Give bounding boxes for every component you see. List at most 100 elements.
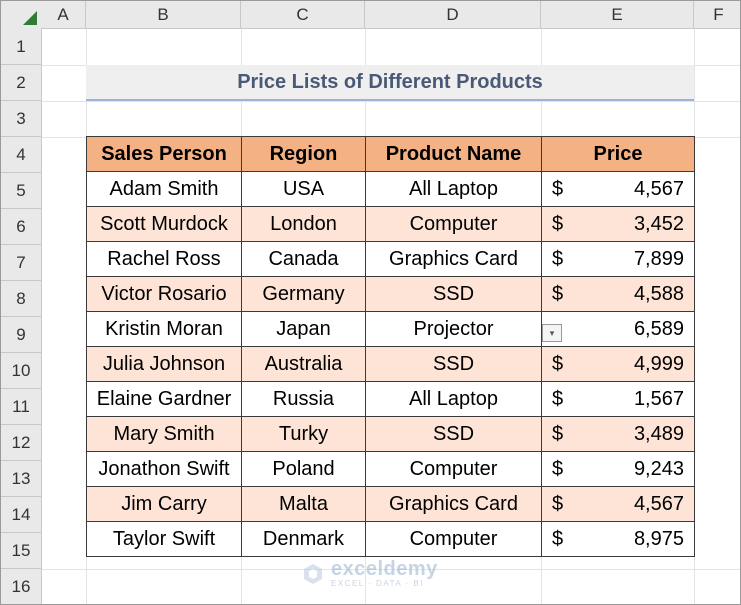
cell-price[interactable]: $1,567: [541, 381, 695, 417]
watermark-tagline: EXCEL · DATA · BI: [331, 579, 424, 588]
price-amount: 4,999: [633, 353, 684, 375]
header-sales-person[interactable]: Sales Person: [86, 136, 242, 172]
table-row: Kristin Moran Japan Projector ▾ 6,589: [86, 311, 695, 347]
cell-price[interactable]: $3,452: [541, 206, 695, 242]
row-header-12[interactable]: 12: [1, 425, 42, 461]
column-header-e[interactable]: E: [541, 1, 694, 29]
cell-product[interactable]: Graphics Card: [365, 241, 542, 277]
cell-region[interactable]: Germany: [241, 276, 366, 312]
row-header-14[interactable]: 14: [1, 497, 42, 533]
price-amount: 6,589: [633, 318, 684, 340]
cell-region[interactable]: Turky: [241, 416, 366, 452]
table-row: Taylor Swift Denmark Computer $8,975: [86, 521, 695, 557]
cell-person[interactable]: Kristin Moran: [86, 311, 242, 347]
row-header-10[interactable]: 10: [1, 353, 42, 389]
column-header-c[interactable]: C: [241, 1, 365, 29]
row-header-13[interactable]: 13: [1, 461, 42, 497]
paste-options-icon[interactable]: ▾: [542, 324, 562, 342]
currency-symbol: $: [552, 458, 564, 480]
cell-person[interactable]: Victor Rosario: [86, 276, 242, 312]
table-row: Adam Smith USA All Laptop $4,567: [86, 171, 695, 207]
cell-person[interactable]: Scott Murdock: [86, 206, 242, 242]
table-header-row: Sales Person Region Product Name Price: [86, 136, 695, 172]
cell-region[interactable]: USA: [241, 171, 366, 207]
cell-person[interactable]: Jim Carry: [86, 486, 242, 522]
cell-product[interactable]: All Laptop: [365, 381, 542, 417]
cell-person[interactable]: Rachel Ross: [86, 241, 242, 277]
table-row: Jim Carry Malta Graphics Card $4,567: [86, 486, 695, 522]
row-header-1[interactable]: 1: [1, 29, 42, 65]
cell-product[interactable]: Projector: [365, 311, 542, 347]
cell-region[interactable]: Malta: [241, 486, 366, 522]
cell-price[interactable]: $4,999: [541, 346, 695, 382]
header-region[interactable]: Region: [241, 136, 366, 172]
price-amount: 3,452: [633, 213, 684, 235]
cell-region[interactable]: Japan: [241, 311, 366, 347]
cell-region[interactable]: Poland: [241, 451, 366, 487]
currency-symbol: $: [552, 248, 564, 270]
row-header-6[interactable]: 6: [1, 209, 42, 245]
sheet-title: Price Lists of Different Products: [237, 70, 543, 93]
cell-product[interactable]: SSD: [365, 346, 542, 382]
column-header-a[interactable]: A: [41, 1, 86, 29]
row-header-8[interactable]: 8: [1, 281, 42, 317]
row-header-15[interactable]: 15: [1, 533, 42, 569]
cell-region[interactable]: Australia: [241, 346, 366, 382]
cell-price[interactable]: $9,243: [541, 451, 695, 487]
currency-symbol: $: [552, 493, 564, 515]
column-header-d[interactable]: D: [365, 1, 541, 29]
row-header-5[interactable]: 5: [1, 173, 42, 209]
row-header-7[interactable]: 7: [1, 245, 42, 281]
table-row: Mary Smith Turky SSD $3,489: [86, 416, 695, 452]
row-header-2[interactable]: 2: [1, 65, 42, 101]
select-all-button[interactable]: [1, 1, 42, 30]
row-header-4[interactable]: 4: [1, 137, 42, 173]
cell-product[interactable]: Graphics Card: [365, 486, 542, 522]
table-row: Julia Johnson Australia SSD $4,999: [86, 346, 695, 382]
title-cell[interactable]: Price Lists of Different Products: [86, 65, 694, 101]
header-product-name[interactable]: Product Name: [365, 136, 542, 172]
cell-price[interactable]: $4,567: [541, 171, 695, 207]
cell-product[interactable]: Computer: [365, 451, 542, 487]
cell-price[interactable]: $4,567: [541, 486, 695, 522]
cell-person[interactable]: Mary Smith: [86, 416, 242, 452]
price-amount: 4,567: [633, 178, 684, 200]
cell-price[interactable]: $3,489: [541, 416, 695, 452]
cell-region[interactable]: Denmark: [241, 521, 366, 557]
cell-price[interactable]: $7,899: [541, 241, 695, 277]
cell-product[interactable]: Computer: [365, 206, 542, 242]
cell-product[interactable]: All Laptop: [365, 171, 542, 207]
cell-region[interactable]: Canada: [241, 241, 366, 277]
price-amount: 4,567: [633, 493, 684, 515]
cell-product[interactable]: SSD: [365, 416, 542, 452]
price-amount: 1,567: [633, 388, 684, 410]
column-header-b[interactable]: B: [86, 1, 241, 29]
cell-person[interactable]: Jonathon Swift: [86, 451, 242, 487]
cell-person[interactable]: Elaine Gardner: [86, 381, 242, 417]
cell-price[interactable]: $4,588: [541, 276, 695, 312]
currency-symbol: $: [552, 528, 564, 550]
header-price[interactable]: Price: [541, 136, 695, 172]
currency-symbol: $: [552, 388, 564, 410]
cell-region[interactable]: Russia: [241, 381, 366, 417]
cell-person[interactable]: Adam Smith: [86, 171, 242, 207]
cell-price[interactable]: $8,975: [541, 521, 695, 557]
exceldemy-logo-icon: [304, 563, 322, 584]
row-header-16[interactable]: 16: [1, 569, 42, 604]
cell-person[interactable]: Julia Johnson: [86, 346, 242, 382]
cell-region[interactable]: London: [241, 206, 366, 242]
exceldemy-watermark: exceldemy EXCEL · DATA · BI: [301, 559, 438, 588]
cell-price[interactable]: ▾ 6,589: [541, 311, 695, 347]
cell-product[interactable]: SSD: [365, 276, 542, 312]
row-header-11[interactable]: 11: [1, 389, 42, 425]
currency-symbol: $: [552, 283, 564, 305]
row-header-3[interactable]: 3: [1, 101, 42, 137]
watermark-name: exceldemy: [331, 558, 438, 580]
currency-symbol: $: [552, 213, 564, 235]
row-header-9[interactable]: 9: [1, 317, 42, 353]
cell-person[interactable]: Taylor Swift: [86, 521, 242, 557]
table-row: Victor Rosario Germany SSD $4,588: [86, 276, 695, 312]
cell-product[interactable]: Computer: [365, 521, 542, 557]
column-header-f[interactable]: F: [694, 1, 740, 29]
